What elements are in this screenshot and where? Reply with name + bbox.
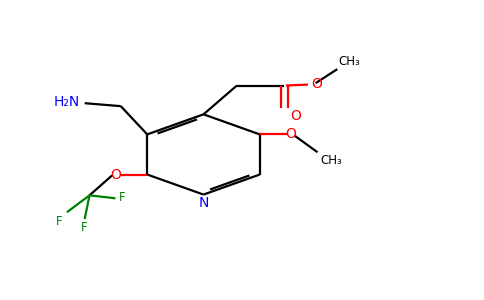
Text: F: F bbox=[81, 221, 88, 235]
Text: H₂N: H₂N bbox=[54, 95, 80, 109]
Text: F: F bbox=[120, 191, 126, 204]
Text: O: O bbox=[311, 77, 322, 91]
Text: N: N bbox=[198, 196, 209, 210]
Text: CH₃: CH₃ bbox=[338, 55, 360, 68]
Text: CH₃: CH₃ bbox=[320, 154, 342, 167]
Text: O: O bbox=[290, 109, 301, 123]
Text: O: O bbox=[110, 167, 121, 182]
Text: F: F bbox=[56, 215, 62, 228]
Text: O: O bbox=[286, 128, 297, 141]
